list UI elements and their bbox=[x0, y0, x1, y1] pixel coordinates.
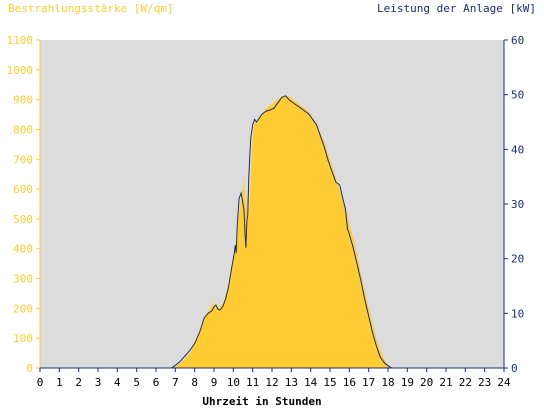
left-tick-label: 300 bbox=[13, 273, 33, 286]
x-tick-label: 20 bbox=[420, 376, 433, 389]
x-tick-label: 9 bbox=[211, 376, 218, 389]
x-axis-label: Uhrzeit in Stunden bbox=[202, 395, 321, 408]
x-tick-label: 22 bbox=[459, 376, 472, 389]
left-tick-label: 1100 bbox=[7, 34, 34, 47]
x-tick-label: 0 bbox=[37, 376, 44, 389]
x-tick-label: 6 bbox=[153, 376, 160, 389]
x-tick-label: 23 bbox=[478, 376, 491, 389]
right-axis-title: Leistung der Anlage [kW] bbox=[377, 2, 536, 15]
series-layer bbox=[40, 95, 504, 369]
x-tick-label: 15 bbox=[323, 376, 336, 389]
x-tick-label: 19 bbox=[401, 376, 414, 389]
left-tick-label: 200 bbox=[13, 302, 33, 315]
right-tick-label: 20 bbox=[511, 253, 524, 266]
x-tick-label: 16 bbox=[343, 376, 356, 389]
right-tick-label: 0 bbox=[511, 362, 518, 375]
right-tick-label: 30 bbox=[511, 198, 524, 211]
left-tick-label: 1000 bbox=[7, 64, 34, 77]
irradiance-area bbox=[40, 95, 504, 368]
x-tick-label: 12 bbox=[265, 376, 278, 389]
power-line bbox=[40, 95, 504, 369]
x-tick-label: 2 bbox=[75, 376, 82, 389]
left-tick-label: 900 bbox=[13, 94, 33, 107]
x-tick-label: 7 bbox=[172, 376, 179, 389]
left-tick-label: 0 bbox=[26, 362, 33, 375]
x-tick-label: 3 bbox=[95, 376, 102, 389]
right-tick-label: 10 bbox=[511, 307, 524, 320]
right-tick-label: 40 bbox=[511, 143, 524, 156]
left-tick-label: 700 bbox=[13, 153, 33, 166]
right-axis-ticks: 0 10 20 30 40 50 60 bbox=[504, 34, 524, 375]
x-tick-label: 5 bbox=[133, 376, 140, 389]
left-tick-label: 500 bbox=[13, 213, 33, 226]
x-tick-label: 21 bbox=[439, 376, 452, 389]
x-tick-label: 1 bbox=[56, 376, 63, 389]
x-tick-label: 4 bbox=[114, 376, 121, 389]
left-axis-ticks: 0 100 200 300 400 500 600 700 800 900 1000 1100 bbox=[7, 34, 40, 375]
left-tick-label: 100 bbox=[13, 332, 33, 345]
x-tick-label: 13 bbox=[285, 376, 298, 389]
x-axis-ticks: 0 1 2 3 4 5 6 7 8 9 10 11 12 13 14 15 16 17 18 19 20 21 22 23 24 bbox=[37, 368, 511, 389]
left-axis-title: Bestrahlungsstärke [W/qm] bbox=[8, 2, 174, 15]
x-tick-label: 8 bbox=[191, 376, 198, 389]
left-tick-label: 600 bbox=[13, 183, 33, 196]
left-tick-label: 800 bbox=[13, 123, 33, 136]
x-tick-label: 14 bbox=[304, 376, 318, 389]
x-tick-label: 18 bbox=[381, 376, 394, 389]
x-tick-label: 10 bbox=[227, 376, 240, 389]
x-tick-label: 11 bbox=[246, 376, 259, 389]
right-tick-label: 50 bbox=[511, 89, 524, 102]
left-tick-label: 400 bbox=[13, 243, 33, 256]
x-tick-label: 24 bbox=[497, 376, 511, 389]
x-tick-label: 17 bbox=[362, 376, 375, 389]
right-tick-label: 60 bbox=[511, 34, 524, 47]
